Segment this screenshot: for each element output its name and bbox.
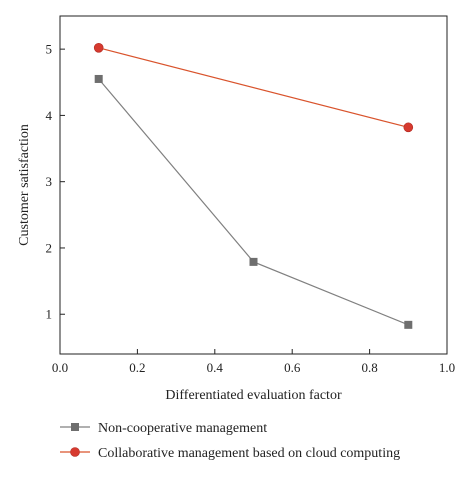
y-axis-ticks: 1 2 3 4 5 (46, 42, 65, 322)
y-tick-label: 1 (46, 307, 53, 322)
legend-square-marker (71, 423, 79, 431)
x-tick-label: 0.2 (129, 360, 145, 375)
y-axis-label: Customer satisfaction (17, 124, 32, 246)
legend-circle-marker (70, 447, 80, 457)
y-tick-label: 3 (46, 174, 53, 189)
y-tick-label: 2 (46, 240, 53, 255)
data-point (249, 257, 258, 266)
x-tick-label: 0.6 (284, 360, 301, 375)
legend-label: Non-cooperative management (98, 421, 267, 436)
series-line (98, 47, 409, 128)
plot-frame (59, 15, 448, 355)
data-point (93, 43, 104, 53)
x-axis-ticks: 0.0 0.2 0.4 0.6 0.8 1.0 (52, 349, 455, 375)
x-axis-label: Differentiated evaluation factor (165, 388, 342, 403)
legend: Non-cooperative management Collaborative … (60, 421, 400, 461)
data-point (94, 74, 103, 83)
y-tick-label: 5 (46, 42, 53, 57)
x-tick-label: 0.0 (52, 360, 68, 375)
x-tick-label: 1.0 (439, 360, 455, 375)
y-tick-label: 4 (46, 108, 53, 123)
series-layer (93, 43, 414, 329)
x-tick-label: 0.4 (207, 360, 224, 375)
data-point (404, 320, 413, 329)
x-tick-label: 0.8 (361, 360, 377, 375)
legend-label: Collaborative management based on cloud … (98, 446, 400, 461)
data-point (403, 122, 414, 133)
